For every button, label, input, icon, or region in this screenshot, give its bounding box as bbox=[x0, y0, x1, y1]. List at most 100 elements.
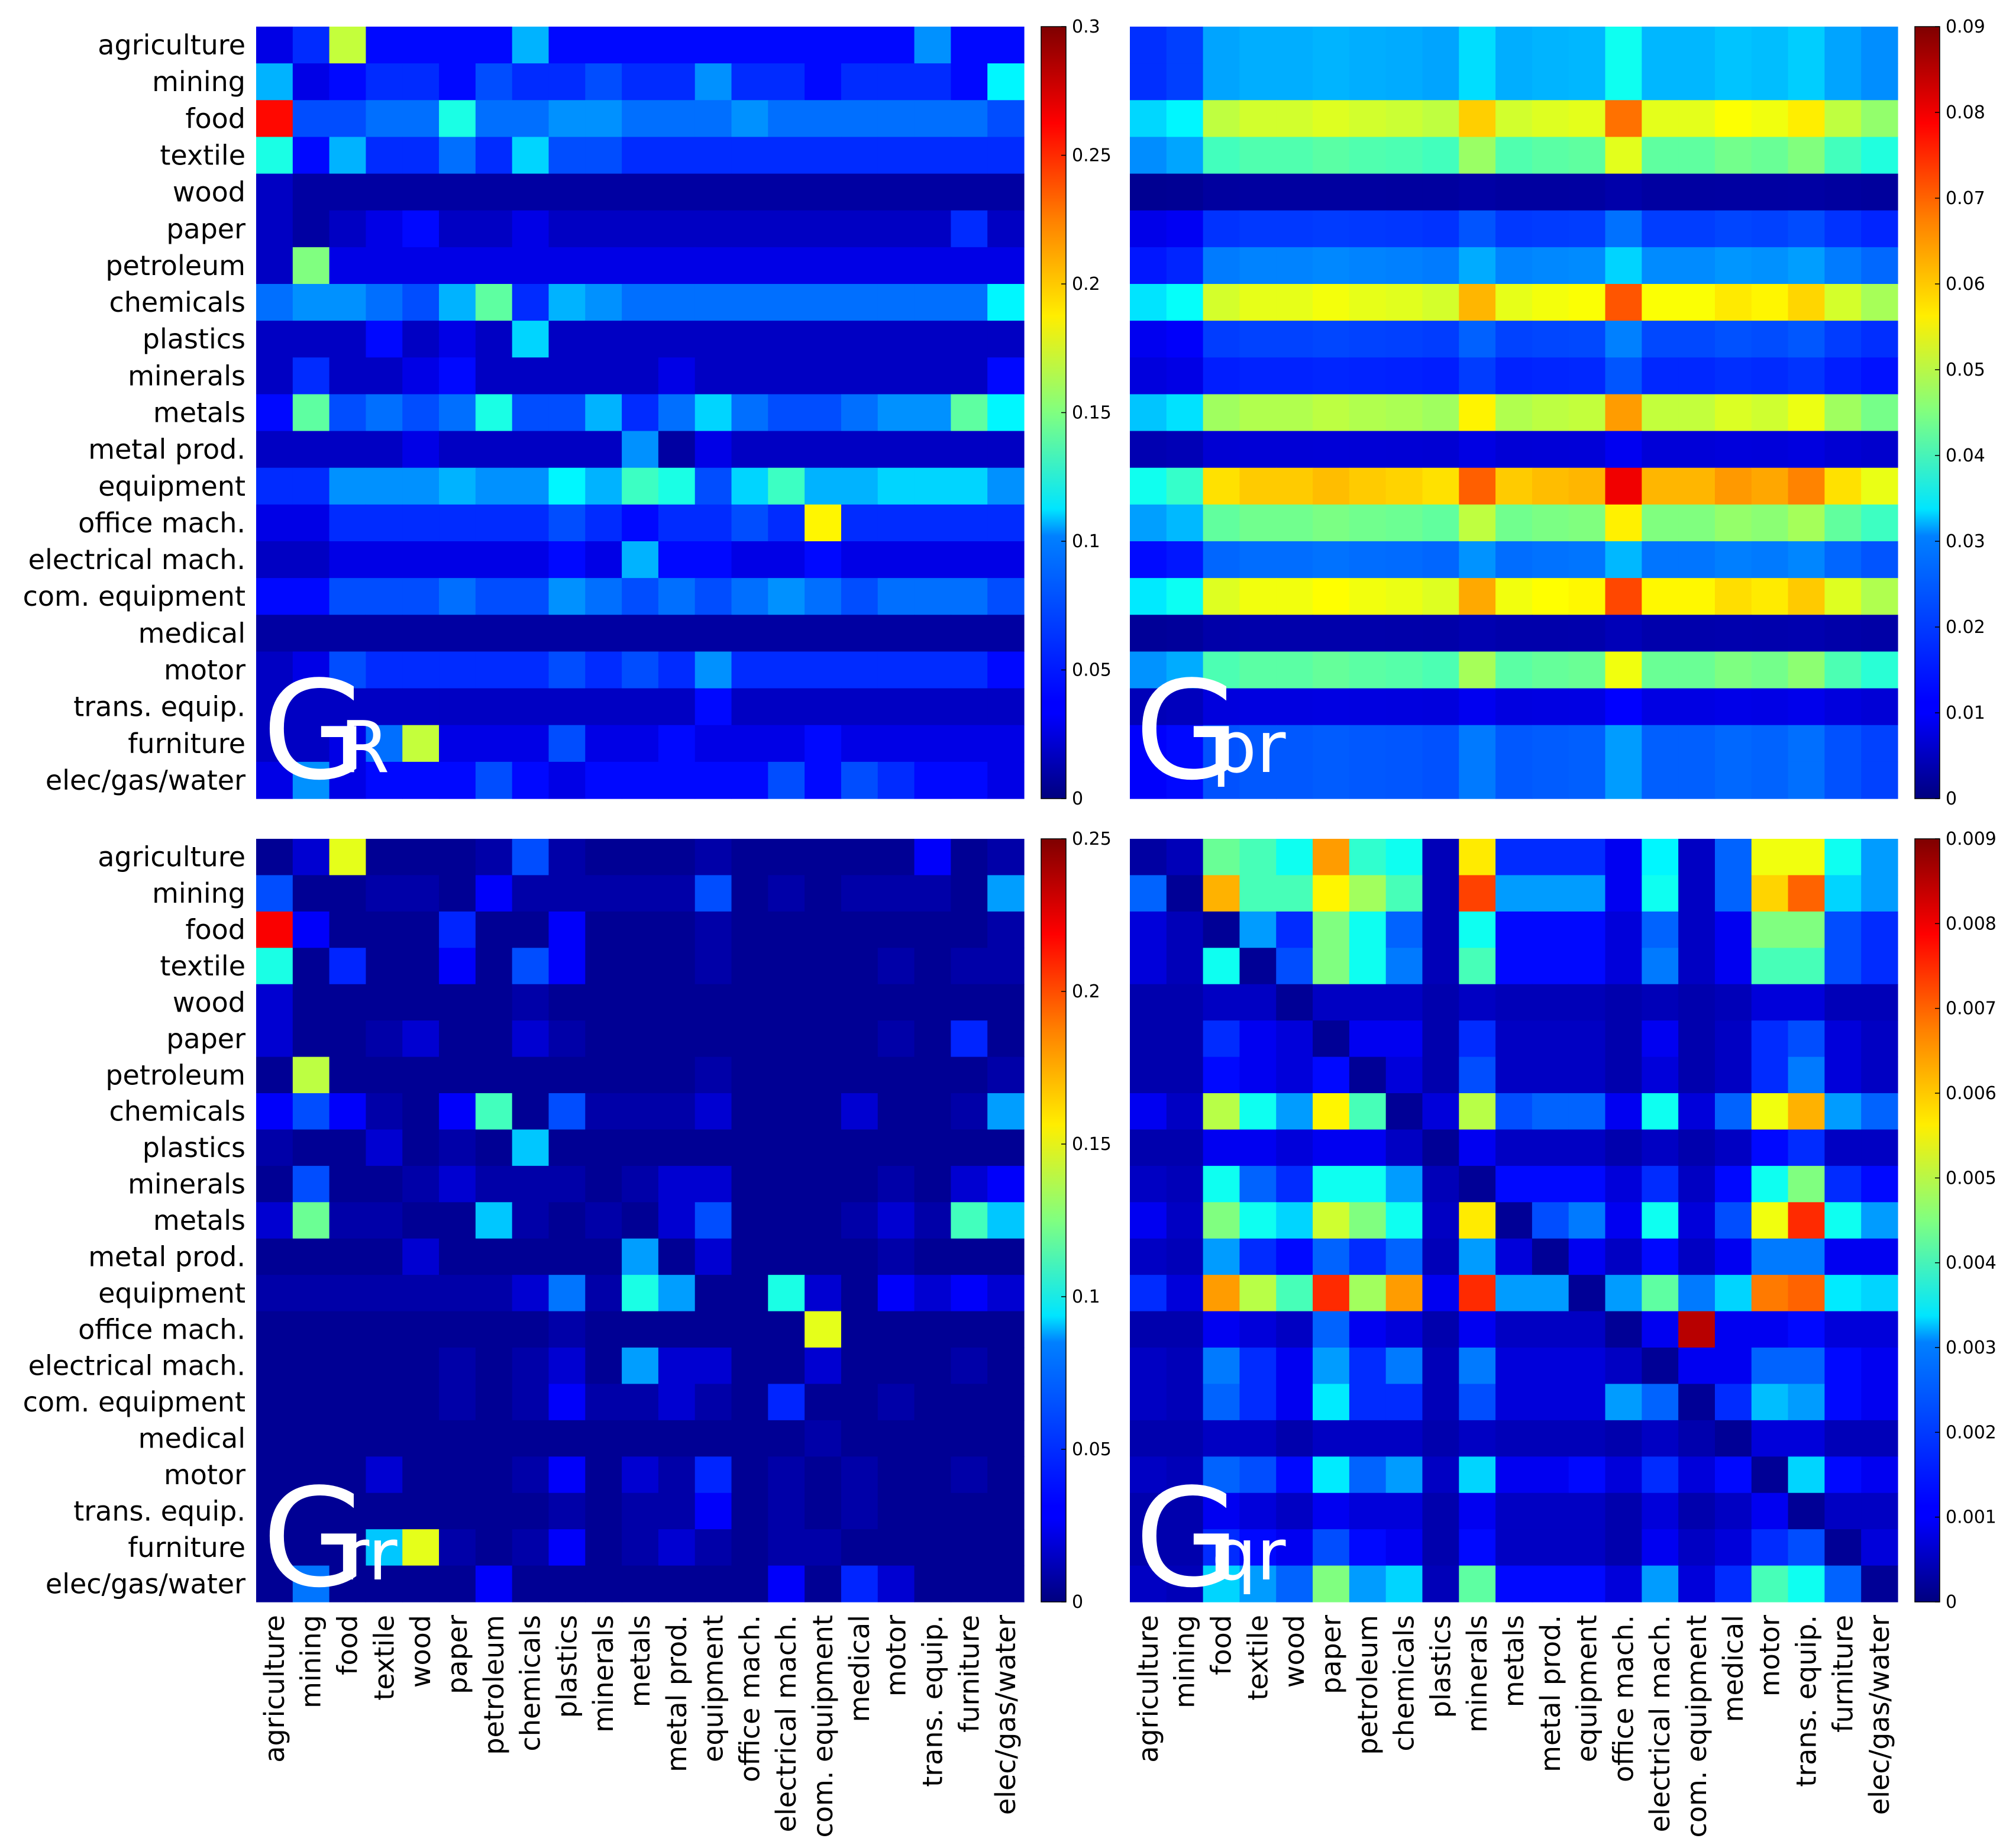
heatmap-cell bbox=[951, 173, 988, 211]
heatmap-cell bbox=[1532, 578, 1569, 615]
heatmap-cell bbox=[1568, 1275, 1606, 1312]
heatmap-cell bbox=[1203, 578, 1240, 615]
heatmap-cell bbox=[512, 1129, 550, 1167]
heatmap-cell bbox=[1642, 357, 1679, 395]
heatmap-cell bbox=[1276, 1202, 1313, 1239]
row-label: medical bbox=[138, 1423, 245, 1455]
heatmap-cell bbox=[1349, 467, 1387, 505]
heatmap-cell bbox=[1532, 1529, 1569, 1566]
heatmap-cell bbox=[292, 504, 330, 542]
heatmap-cell bbox=[805, 875, 842, 912]
heatmap-cell bbox=[914, 1565, 951, 1603]
heatmap-cell bbox=[622, 431, 659, 469]
heatmap-cell bbox=[731, 578, 768, 615]
heatmap-cell bbox=[1714, 357, 1752, 395]
heatmap-cell bbox=[256, 210, 293, 248]
heatmap-cell bbox=[1678, 321, 1716, 358]
heatmap-cell bbox=[1130, 1057, 1167, 1094]
heatmap-cell bbox=[1313, 1384, 1350, 1421]
heatmap-cell bbox=[1495, 1275, 1533, 1312]
heatmap-cell bbox=[585, 688, 622, 726]
heatmap-cell bbox=[1605, 1275, 1642, 1312]
heatmap-cell bbox=[1824, 761, 1862, 799]
heatmap-cell bbox=[366, 651, 403, 689]
heatmap-cell bbox=[512, 1565, 550, 1603]
heatmap-cell bbox=[1166, 1565, 1204, 1603]
heatmap-cell bbox=[1642, 27, 1679, 64]
heatmap-cell bbox=[1605, 578, 1642, 615]
heatmap-cell bbox=[439, 948, 476, 985]
heatmap-cell bbox=[585, 1020, 622, 1058]
heatmap-cell bbox=[731, 1165, 768, 1203]
heatmap-cell bbox=[805, 137, 842, 175]
heatmap-cell bbox=[1276, 504, 1313, 542]
heatmap-cell bbox=[256, 1129, 293, 1167]
heatmap-cell bbox=[1349, 504, 1387, 542]
heatmap-cell bbox=[1313, 173, 1350, 211]
heatmap-cell bbox=[512, 839, 550, 876]
heatmap-cell bbox=[731, 321, 768, 358]
heatmap-cell bbox=[1313, 1020, 1350, 1058]
heatmap-cell bbox=[877, 394, 915, 432]
heatmap-cell bbox=[1678, 1311, 1716, 1348]
heatmap-cell bbox=[768, 1492, 805, 1530]
heatmap-cell bbox=[1824, 1311, 1862, 1348]
heatmap-cell bbox=[1349, 1238, 1387, 1275]
heatmap-cell bbox=[1605, 1057, 1642, 1094]
heatmap-cell bbox=[768, 1093, 805, 1130]
heatmap-cell bbox=[1130, 100, 1167, 138]
heatmap-cell bbox=[1203, 247, 1240, 285]
heatmap-cell bbox=[658, 1238, 696, 1275]
heatmap-cell bbox=[1130, 911, 1167, 948]
heatmap-cell bbox=[1385, 63, 1423, 101]
heatmap-cell bbox=[475, 247, 513, 285]
heatmap-cell bbox=[622, 1384, 659, 1421]
heatmap-cell bbox=[877, 1275, 915, 1312]
heatmap-cell bbox=[585, 247, 622, 285]
heatmap-cell bbox=[1166, 173, 1204, 211]
heatmap-cell bbox=[1751, 284, 1789, 321]
heatmap-cell bbox=[1824, 467, 1862, 505]
colorbar-tick-label: 0 bbox=[1946, 789, 1957, 809]
heatmap-cell bbox=[585, 1129, 622, 1167]
heatmap-cell bbox=[1788, 1020, 1825, 1058]
heatmap-cell bbox=[841, 984, 878, 1021]
heatmap-cell bbox=[1276, 875, 1313, 912]
heatmap-cell bbox=[951, 1529, 988, 1566]
heatmap-cell bbox=[1605, 725, 1642, 763]
heatmap-cell bbox=[987, 137, 1025, 175]
heatmap-cell bbox=[1166, 1093, 1204, 1130]
colorbar-tick-label: 0.009 bbox=[1946, 829, 1996, 849]
heatmap-cell bbox=[1824, 100, 1862, 138]
heatmap-cell bbox=[731, 615, 768, 652]
heatmap-cell bbox=[1276, 1093, 1313, 1130]
heatmap-cell bbox=[987, 1311, 1025, 1348]
heatmap-cell bbox=[1422, 1165, 1459, 1203]
heatmap-cell bbox=[256, 1384, 293, 1421]
heatmap-cell bbox=[1605, 875, 1642, 912]
heatmap-cell bbox=[1568, 137, 1606, 175]
heatmap-cell bbox=[805, 394, 842, 432]
heatmap-cell bbox=[914, 431, 951, 469]
heatmap-cell bbox=[951, 284, 988, 321]
colorbar-tick-label: 0.2 bbox=[1072, 274, 1100, 295]
heatmap-cell bbox=[694, 1348, 732, 1385]
heatmap-cell bbox=[805, 1129, 842, 1167]
column-label: agriculture bbox=[1132, 1615, 1164, 1763]
heatmap-cell bbox=[329, 725, 367, 763]
colorbar-tick-label: 0.03 bbox=[1946, 531, 1985, 552]
heatmap-cell bbox=[1678, 1420, 1716, 1457]
heatmap-cell bbox=[548, 1165, 586, 1203]
heatmap-cell bbox=[914, 1529, 951, 1566]
heatmap-cell bbox=[658, 948, 696, 985]
heatmap-cell bbox=[805, 948, 842, 985]
heatmap-cell bbox=[1824, 541, 1862, 579]
heatmap-cell bbox=[1495, 137, 1533, 175]
heatmap-cell bbox=[1824, 284, 1862, 321]
heatmap-cell bbox=[1166, 688, 1204, 726]
heatmap-cell bbox=[1495, 1129, 1533, 1167]
heatmap-cell bbox=[585, 1202, 622, 1239]
heatmap-cell bbox=[914, 1020, 951, 1058]
heatmap-cell bbox=[768, 357, 805, 395]
heatmap-cell bbox=[694, 1129, 732, 1167]
